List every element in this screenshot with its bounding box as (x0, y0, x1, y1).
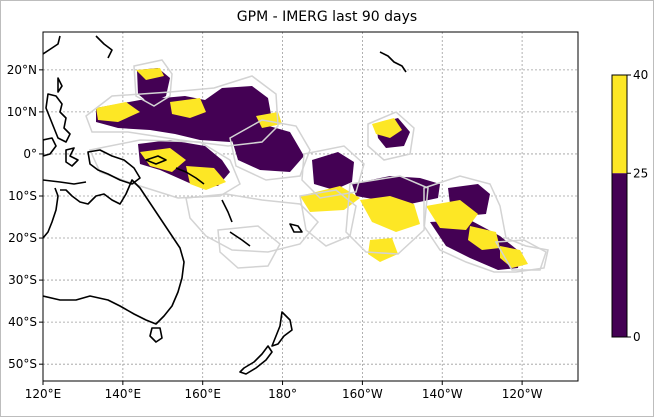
latitude-tick-label: 0° (23, 147, 37, 161)
rain-high-png (140, 148, 186, 172)
map-axes-frame (42, 31, 579, 382)
eez-outline-kiribati (229, 119, 311, 181)
eez-outline-new-caledonia (217, 225, 281, 269)
eez-outline-french-polynesia (423, 175, 549, 273)
map-content (43, 35, 549, 375)
latitude-tick-label: 50°S (8, 357, 37, 371)
coast-new-caledonia (229, 231, 251, 247)
coast-new-guinea (87, 149, 141, 185)
rainfall-high-class-regions (96, 68, 528, 268)
longitude-tick-label: 120°E (25, 387, 62, 401)
rain-high-solomons (186, 166, 226, 190)
coast-asia-mainland (43, 35, 61, 55)
longitude-tick-label: 160°E (184, 387, 221, 401)
latitude-tick-label: 20°N (7, 63, 37, 77)
rain-high-samoa-band (300, 186, 360, 212)
coast-philippines (45, 93, 71, 143)
colorbar-frame (611, 74, 628, 338)
map-title: GPM - IMERG last 90 days (236, 9, 418, 25)
latitude-tick-labels: 20°N 10°N 0° 10°S 20°S 30°S 40°S 50°S (7, 63, 43, 371)
rain-high-micronesia-band (170, 98, 206, 118)
colorbar-high-class (612, 75, 627, 174)
rain-high-gilbert (256, 112, 282, 128)
coast-australia (43, 179, 185, 325)
rain-high-tuamotu-east (468, 226, 500, 250)
coast-fiji (289, 223, 303, 233)
colorbar-tick-label: 40 (633, 68, 648, 82)
rain-high-austral (368, 238, 398, 262)
colorbar-ticks: 0 25 40 (627, 68, 648, 344)
rain-region-tuvalu (312, 152, 354, 190)
coast-new-britain (145, 155, 167, 165)
eez-outline-melanesia (88, 139, 241, 199)
eez-outline-micronesia (85, 75, 279, 147)
rain-high-phoenix (372, 118, 402, 138)
latitude-tick-label: 30°S (8, 273, 37, 287)
longitude-tick-labels: 120°E 140°E 160°E 180° 160°W 140°W 120°W (25, 381, 543, 401)
latitude-tick-label: 40°S (8, 315, 37, 329)
eez-outline-cook (345, 175, 429, 255)
coast-hawaii (379, 51, 407, 73)
colorbar: 0 25 40 (611, 68, 648, 344)
colorbar-low-class (612, 173, 627, 337)
eez-outline-pitcairn (494, 239, 547, 271)
longitude-tick-label: 180° (268, 387, 297, 401)
latitude-tick-label: 10°S (8, 189, 37, 203)
rain-high-marianas-north (136, 68, 164, 80)
coast-tasmania (149, 327, 163, 343)
longitude-tick-label: 140°W (422, 387, 463, 401)
coast-new-zealand-south (239, 345, 273, 375)
coastlines (43, 35, 407, 375)
rainfall-low-class-regions (96, 68, 520, 270)
coast-vanuatu (221, 199, 233, 223)
colorbar-tick-label: 25 (633, 166, 648, 180)
coast-new-zealand-north (271, 311, 293, 347)
coast-japan (95, 35, 113, 59)
latitude-tick-label: 20°S (8, 231, 37, 245)
longitude-tick-label: 160°W (342, 387, 383, 401)
colorbar-tick-label: 0 (633, 330, 641, 344)
coast-solomon-islands (175, 167, 205, 185)
coast-borneo (43, 137, 57, 157)
eez-outline-phoenix (367, 111, 415, 161)
coast-indonesia-islands (43, 179, 87, 185)
eez-outline-tuvalu-tokelau (301, 145, 365, 199)
eez-boundaries (85, 59, 549, 273)
rain-high-micronesia-west (96, 102, 140, 122)
longitude-tick-label: 120°W (502, 387, 543, 401)
rain-region-kiribati-gilbert (232, 124, 304, 172)
coast-taiwan (57, 77, 63, 93)
rain-high-society (426, 200, 478, 230)
latitude-tick-label: 10°N (7, 105, 37, 119)
coast-sulawesi (65, 147, 79, 167)
longitude-tick-label: 140°E (105, 387, 142, 401)
eez-outline-vanuatu-fiji (185, 193, 320, 253)
eez-outline-north (133, 59, 173, 107)
rain-high-cook (360, 196, 420, 232)
